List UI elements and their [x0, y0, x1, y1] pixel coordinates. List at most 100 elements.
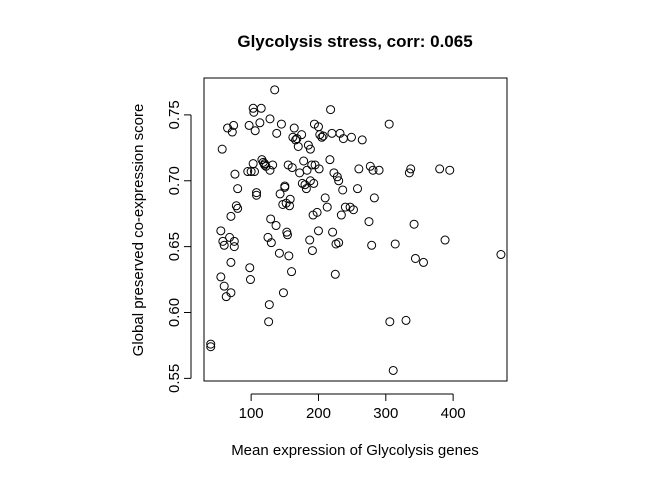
data-point	[248, 159, 258, 169]
y-axis-label: Global preserved co-expression score	[130, 104, 147, 357]
data-point	[440, 235, 450, 245]
data-point	[313, 226, 323, 236]
data-point	[265, 114, 275, 124]
data-point	[404, 168, 414, 178]
data-point	[256, 103, 266, 113]
data-points	[206, 85, 506, 375]
data-point	[287, 163, 297, 173]
data-point	[334, 238, 344, 248]
data-point	[435, 164, 445, 174]
data-point	[216, 226, 226, 236]
data-point	[264, 300, 274, 310]
x-tick-label: 400	[441, 405, 466, 422]
data-point	[305, 235, 315, 245]
data-point	[401, 315, 411, 325]
data-point	[385, 317, 395, 327]
data-point	[219, 240, 229, 250]
x-tick-label: 100	[239, 405, 264, 422]
y-tick-label: 0.60	[166, 298, 183, 327]
data-point	[388, 365, 398, 375]
data-point	[410, 253, 420, 263]
data-point	[266, 214, 276, 224]
data-point	[330, 269, 340, 279]
data-point	[206, 339, 216, 349]
data-point	[264, 317, 274, 327]
y-tick-label: 0.75	[166, 100, 183, 129]
data-point	[288, 132, 298, 142]
data-point	[287, 267, 297, 277]
data-point	[250, 167, 259, 177]
data-point	[320, 193, 330, 203]
data-point	[278, 288, 288, 298]
data-point	[271, 221, 281, 231]
data-point	[249, 107, 259, 117]
data-point	[368, 165, 378, 175]
y-tick-label: 0.55	[166, 364, 183, 393]
data-point	[325, 155, 335, 165]
data-point	[245, 263, 255, 273]
data-point	[227, 127, 237, 137]
data-point	[243, 167, 253, 177]
data-point	[309, 178, 319, 188]
data-point	[284, 251, 294, 261]
data-point	[312, 207, 322, 217]
data-point	[334, 176, 344, 186]
y-tick-label: 0.70	[166, 166, 183, 195]
data-point	[307, 246, 317, 256]
data-point	[276, 119, 286, 129]
data-point	[297, 130, 307, 140]
data-point	[328, 227, 338, 237]
data-point	[353, 184, 363, 194]
data-point	[216, 272, 226, 282]
plot-frame	[203, 77, 508, 382]
data-point	[252, 190, 262, 200]
data-point	[364, 217, 374, 227]
data-point	[206, 342, 216, 352]
data-point	[327, 128, 337, 138]
data-point	[230, 169, 240, 179]
data-point	[293, 142, 303, 152]
data-point	[268, 160, 278, 170]
data-point	[274, 248, 284, 258]
data-point	[384, 119, 394, 129]
data-point	[272, 128, 282, 138]
data-point	[229, 236, 239, 246]
data-point	[282, 230, 292, 240]
data-point	[409, 219, 419, 229]
data-point	[265, 165, 275, 175]
data-point	[299, 156, 309, 166]
data-point	[295, 168, 305, 178]
data-point	[318, 131, 328, 141]
data-point	[338, 185, 348, 195]
x-axis-label: Mean expression of Glycolysis genes	[231, 442, 479, 459]
data-point	[390, 239, 400, 249]
data-point	[307, 160, 317, 170]
data-point	[302, 165, 312, 175]
data-point	[226, 257, 236, 267]
data-point	[346, 132, 356, 142]
data-point	[317, 132, 327, 142]
data-point	[348, 205, 358, 215]
x-tick-label: 200	[306, 405, 331, 422]
data-point	[285, 194, 295, 204]
data-point	[252, 188, 262, 198]
data-point	[367, 240, 377, 250]
data-point	[244, 120, 254, 130]
data-point	[280, 181, 290, 191]
data-point	[374, 165, 384, 175]
data-point	[270, 85, 280, 95]
y-tick-label: 0.65	[166, 232, 183, 261]
data-point	[217, 144, 227, 154]
data-point	[255, 118, 265, 128]
data-point	[305, 144, 315, 154]
data-point	[226, 288, 236, 298]
data-point	[250, 126, 260, 136]
x-axis: 100 200 300 400	[239, 393, 466, 422]
data-point	[419, 257, 429, 267]
data-point	[301, 184, 311, 194]
data-point	[496, 250, 506, 260]
data-point	[229, 120, 239, 130]
x-tick-label: 300	[373, 405, 398, 422]
data-point	[233, 203, 243, 213]
